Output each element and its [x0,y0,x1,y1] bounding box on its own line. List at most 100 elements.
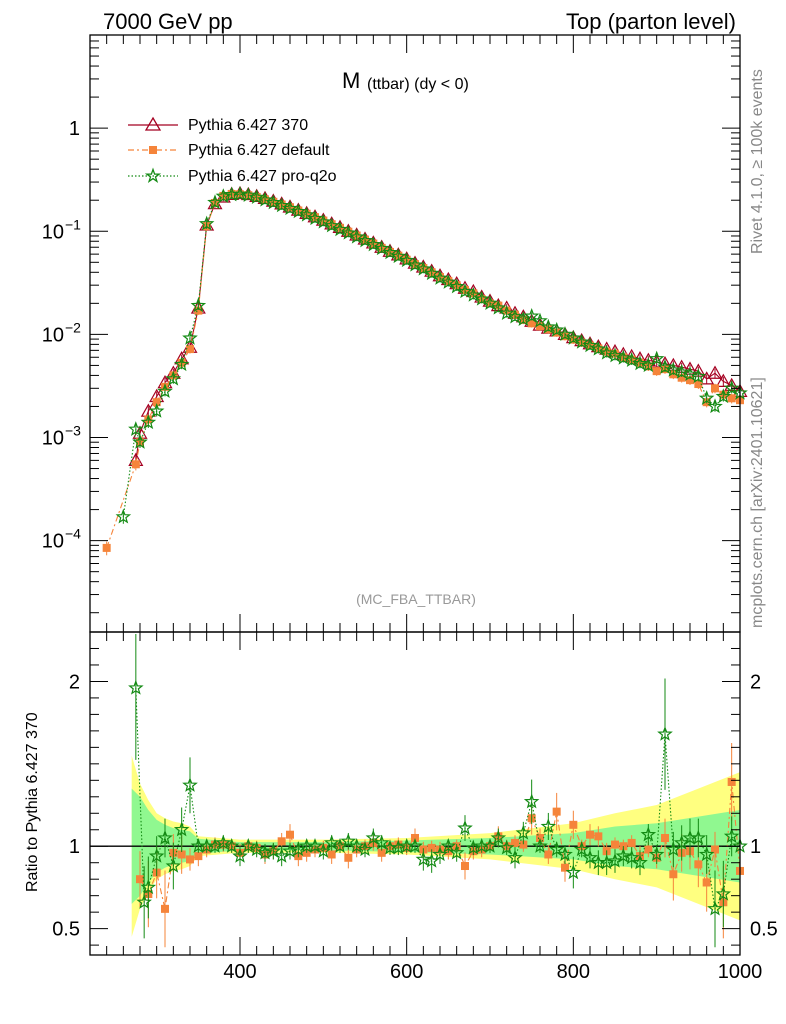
ratio-point-star [648,846,665,862]
ratio-series-layer [90,634,748,948]
ratio-point-square [661,833,669,842]
data-point-square [727,394,736,403]
data-point-square [677,373,686,382]
data-point-star [573,333,590,349]
ratio-point-star [640,826,657,842]
ratio-point-star [240,837,257,853]
ratio-point-star [565,864,582,880]
data-point-star [607,347,623,363]
y-tick-exponent: −1 [65,216,81,232]
chart-title-main: M [342,68,360,93]
x-tick-labels: 400 600 800 1000 [223,961,762,983]
data-point-star [490,299,507,315]
data-point-star [115,508,132,524]
data-point-star [157,383,173,398]
ratio-point-star [148,847,165,863]
ratio-point-star [357,841,373,857]
ratio-point-square [461,862,469,871]
ratio-point-square [194,852,203,861]
data-point-star [265,194,282,210]
ratio-point-square [186,855,194,864]
ratio-point-square [586,830,594,839]
ratio-point-square [552,807,561,816]
main-y-tick-labels: 10 −410 −310 −210 −11 [42,118,81,552]
y-tick-label: 10 [42,221,64,243]
data-point-square [686,376,694,385]
ratio-point-square [627,838,636,847]
data-point-square [131,460,140,469]
ratio-point-star [490,829,507,845]
data-point-star [128,421,144,436]
ratio-point-square [327,850,336,859]
data-point-square [536,322,544,331]
ratio-axis-ticks [90,632,741,955]
data-point-star [357,232,373,248]
data-point-star [423,265,440,281]
collision-label: 7000 GeV pp [103,9,233,34]
data-point-star [148,402,165,418]
mcplots-label: mcplots.cern.ch [arXiv:2401.10621] [749,377,766,628]
data-point-star [440,274,457,289]
data-point-star [348,228,365,244]
ratio-point-square [177,850,186,859]
legend: Pythia 6.427 370 Pythia 6.427 default Py… [128,116,337,185]
ratio-point-star [432,846,448,862]
legend-square-marker [149,146,157,154]
data-point-star [282,200,298,216]
data-point-star [648,350,665,366]
data-point-star [715,388,732,404]
ratio-point-square [694,860,703,869]
data-point-star [165,370,182,386]
ratio-y-tick-label: 2 [69,671,80,693]
ratio-point-star [323,834,340,850]
ratio-point-star [707,900,723,916]
ratio-point-star [440,837,457,853]
ratio-point-square [161,904,169,913]
data-point-star [198,215,215,231]
ratio-point-square [286,830,294,839]
ratio-point-star [215,834,232,850]
ratio-point-star [457,819,473,835]
data-point-star [332,221,348,237]
data-point-star [473,290,490,306]
ratio-point-star [232,847,248,863]
data-point-star [523,307,540,323]
data-point-star [482,295,498,310]
main-series-layer [102,185,748,556]
ratio-point-star [315,842,332,858]
data-point-star [432,270,448,285]
ratio-point-star [573,841,590,857]
ratio-point-star [515,824,532,840]
ratio-point-square [644,845,653,854]
ratio-point-star [582,849,598,865]
data-point-triangle [715,373,731,387]
ratio-y-tick-label-right: 1 [750,836,761,858]
ratio-point-star [207,837,223,853]
ratio-point-square [711,845,719,854]
data-point-star [365,236,382,252]
data-point-square [527,319,536,328]
chart-title-sub: (ttbar) (dy < 0) [367,76,469,93]
ratio-point-star [690,829,707,845]
data-point-star [315,213,332,229]
data-point-star [273,197,290,213]
legend-triangle-marker [144,116,162,131]
data-point-star [723,380,740,396]
data-point-star [623,352,640,367]
ratio-point-star [715,885,732,901]
data-point-star [532,312,548,328]
main-panel: 10 −410 −310 −210 −11 M (ttbar) (dy < 0) (MC… [42,34,748,633]
ratio-point-star [448,844,465,860]
data-point-star [398,252,415,268]
y-tick-exponent: −3 [65,423,81,439]
ratio-point-star [532,837,548,853]
ratio-y-axis-title: Ratio to Pythia 6.427 370 [24,712,41,892]
ratio-y-tick-label-right: 0.5 [750,919,778,941]
ratio-point-star [248,841,265,857]
ratio-point-square [561,863,569,872]
process-label: Top (parton level) [566,9,736,34]
legend-label-default: Pythia 6.427 default [188,142,330,159]
data-point-star [448,278,465,294]
ratio-point-star [498,839,515,855]
